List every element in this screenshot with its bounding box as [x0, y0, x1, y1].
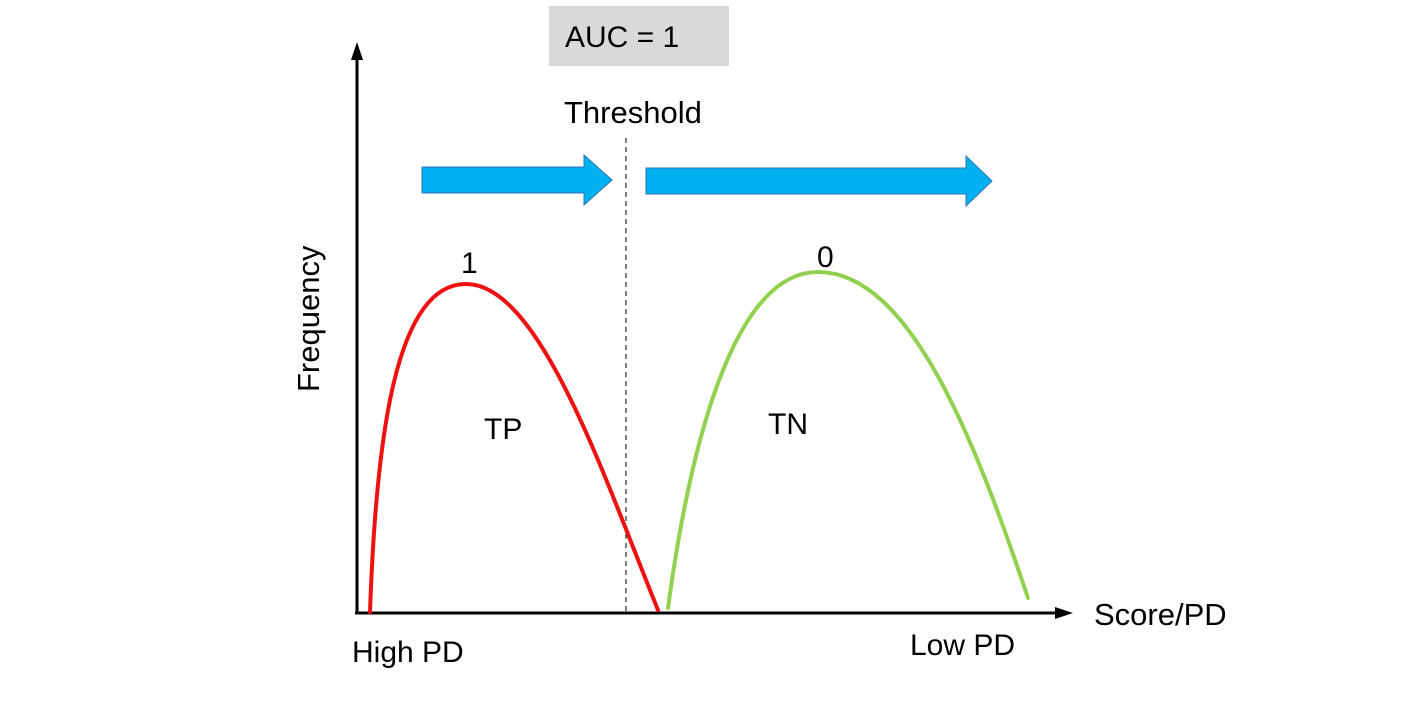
- left-arrow-icon: [421, 153, 613, 207]
- y-axis: [351, 42, 363, 614]
- x-axis-label: Score/PD: [1094, 597, 1227, 632]
- auc-label: AUC = 1: [565, 21, 679, 54]
- auc-box: AUC = 1: [549, 6, 729, 66]
- x-axis: [355, 607, 1073, 619]
- negative-class-curve: [666, 269, 1030, 610]
- threshold-label: Threshold: [564, 95, 702, 130]
- negative-peak-label: 0: [817, 241, 834, 274]
- high-pd-label: High PD: [352, 636, 464, 669]
- low-pd-label: Low PD: [910, 629, 1015, 662]
- x-axis-arrow-icon: [1055, 607, 1073, 619]
- positive-peak-label: 1: [461, 247, 478, 280]
- tp-region-label: TP: [484, 413, 522, 446]
- y-axis-label: Frequency: [291, 245, 326, 392]
- right-arrow-icon: [645, 154, 993, 208]
- auc-box-background: [549, 6, 729, 66]
- y-axis-arrow-icon: [351, 42, 363, 60]
- tn-region-label: TN: [768, 408, 808, 441]
- positive-class-curve: [368, 281, 660, 614]
